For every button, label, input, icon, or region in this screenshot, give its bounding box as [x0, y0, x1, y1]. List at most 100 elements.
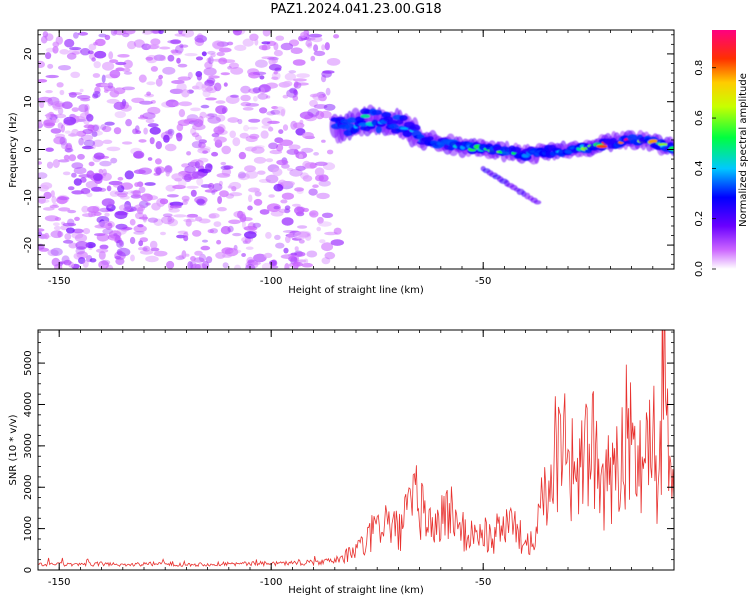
noise-blob — [38, 172, 48, 179]
noise-blob — [65, 142, 73, 150]
y-tick-label: 4000 — [23, 392, 34, 417]
noise-blob — [184, 53, 198, 57]
noise-blob — [213, 221, 222, 228]
noise-blob — [58, 207, 71, 212]
noise-blob — [309, 93, 318, 98]
noise-blob — [268, 194, 275, 198]
noise-blob — [50, 128, 62, 134]
noise-blob — [113, 101, 126, 110]
noise-blob — [174, 33, 186, 37]
noise-blob — [191, 263, 201, 269]
noise-blob — [198, 139, 207, 144]
noise-blob — [259, 209, 270, 215]
noise-blob — [147, 123, 159, 128]
noise-blob — [177, 76, 191, 81]
noise-blob — [244, 146, 257, 152]
y-tick-label: 3000 — [23, 433, 34, 458]
noise-blob — [231, 186, 237, 192]
noise-blob — [112, 182, 123, 188]
noise-blob — [139, 249, 154, 255]
noise-blob — [230, 67, 244, 75]
noise-blob — [282, 80, 293, 87]
noise-blob — [227, 225, 234, 233]
noise-blob — [57, 196, 70, 201]
noise-blob — [300, 31, 307, 39]
noise-blob — [241, 253, 247, 257]
noise-blob — [92, 93, 99, 99]
noise-blob — [199, 111, 207, 119]
noise-blob — [237, 118, 243, 125]
noise-blob — [257, 93, 269, 100]
signal-core — [388, 123, 399, 129]
noise-blob — [104, 121, 115, 126]
noise-blob — [296, 73, 310, 78]
noise-blob — [146, 54, 158, 64]
noise-blob — [194, 196, 208, 204]
noise-blob — [214, 82, 222, 92]
noise-blob — [292, 59, 306, 66]
noise-blob — [265, 174, 279, 184]
noise-blob — [109, 69, 121, 79]
noise-blob — [100, 83, 110, 87]
noise-blob — [88, 210, 94, 218]
noise-blob — [195, 81, 204, 90]
noise-blob — [316, 192, 330, 200]
signal-core — [402, 130, 413, 138]
noise-blob — [186, 185, 199, 189]
noise-blob — [69, 46, 82, 51]
noise-blob — [138, 139, 147, 143]
noise-blob — [68, 242, 78, 249]
noise-blob — [230, 94, 239, 98]
noise-blob — [86, 192, 93, 198]
noise-blob — [293, 122, 305, 129]
noise-blob — [197, 147, 211, 154]
noise-blob — [150, 66, 158, 72]
noise-blob — [99, 160, 112, 167]
noise-blob — [146, 91, 152, 96]
spectrogram-xlabel: Height of straight line (km) — [288, 285, 424, 296]
colorbar-tick-label: 0.4 — [694, 160, 705, 176]
noise-blob — [62, 171, 71, 176]
noise-blob — [312, 184, 319, 188]
noise-blob — [287, 167, 294, 172]
noise-blob — [245, 135, 258, 143]
noise-blob — [57, 122, 64, 129]
noise-blob — [167, 39, 181, 44]
noise-blob — [78, 104, 89, 113]
noise-blob — [247, 126, 259, 130]
noise-blob — [219, 190, 229, 198]
noise-blob — [292, 95, 299, 101]
noise-blob — [253, 198, 263, 206]
noise-blob — [184, 253, 190, 257]
noise-blob — [196, 74, 202, 81]
noise-blob — [273, 71, 278, 75]
noise-blob — [284, 181, 295, 186]
noise-blob — [294, 187, 305, 192]
noise-blob — [313, 104, 328, 109]
noise-blob — [133, 225, 147, 233]
noise-blob — [138, 240, 144, 247]
noise-blob — [81, 145, 94, 150]
noise-blob — [325, 87, 331, 96]
noise-blob — [180, 30, 195, 38]
noise-blob — [136, 206, 144, 215]
noise-blob — [162, 66, 176, 75]
noise-blob — [167, 216, 172, 223]
noise-blob — [195, 263, 208, 269]
signal-branch — [533, 200, 542, 205]
noise-blob — [271, 71, 281, 81]
x-tick-label: -100 — [260, 577, 283, 588]
noise-blob — [151, 202, 161, 211]
noise-blob — [181, 195, 190, 202]
noise-blob — [195, 216, 203, 222]
noise-blob — [176, 57, 181, 64]
noise-blob — [102, 61, 115, 71]
noise-blob — [138, 247, 145, 251]
snr-xlabel: Height of straight line (km) — [288, 585, 424, 596]
noise-blob — [205, 97, 217, 101]
noise-blob — [130, 254, 135, 262]
noise-blob — [39, 101, 45, 109]
noise-blob — [38, 79, 48, 83]
noise-blob — [259, 107, 268, 114]
noise-blob — [162, 213, 173, 217]
